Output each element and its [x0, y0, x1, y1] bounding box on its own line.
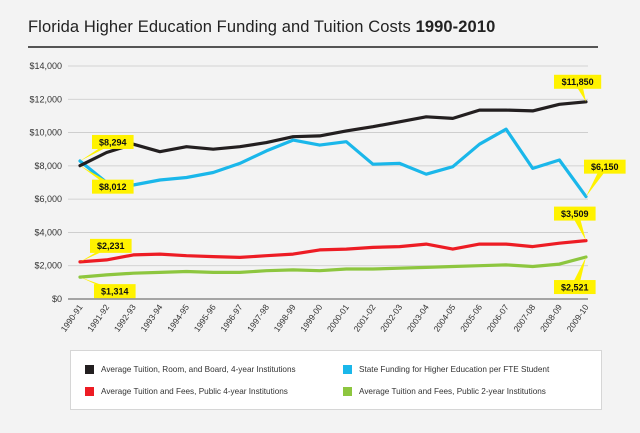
legend: Average Tuition, Room, and Board, 4-year…: [70, 350, 602, 410]
y-tick-label: $10,000: [29, 128, 62, 138]
callout-label: $1,314: [101, 286, 129, 296]
callout-box: [90, 238, 132, 253]
x-tick-label: 1997-98: [245, 302, 271, 334]
x-tick-label: 2009-10: [565, 302, 591, 334]
chart-title: Florida Higher Education Funding and Tui…: [28, 18, 495, 37]
callout-pointer: [586, 166, 609, 197]
callout-label: $6,150: [591, 162, 619, 172]
series-line: [78, 255, 588, 279]
x-tick-label: 1991-92: [85, 302, 111, 334]
x-tick-label: 2001-02: [351, 302, 377, 334]
x-tick-label: 1990-91: [59, 302, 85, 334]
y-tick-label: $12,000: [29, 94, 62, 104]
legend-swatch-public-2yr: [343, 387, 352, 396]
value-callout: $11,850: [554, 74, 602, 102]
x-tick-label: 2000-01: [325, 302, 351, 334]
value-callout: $1,314: [80, 277, 136, 299]
legend-item-public-2yr: Average Tuition and Fees, Public 2-year …: [343, 387, 546, 396]
callout-label: $2,231: [97, 241, 125, 251]
x-tick-label: 2006-07: [485, 302, 511, 334]
x-tick-label: 2004-05: [431, 302, 457, 334]
x-tick-label: 1996-97: [218, 302, 244, 334]
callout-pointer: [80, 141, 117, 161]
x-tick-label: 1992-93: [112, 302, 138, 334]
y-tick-label: $4,000: [34, 227, 62, 237]
legend-swatch-room-board: [85, 365, 94, 374]
x-tick-label: 2003-04: [405, 302, 431, 334]
legend-swatch-public-4yr: [85, 387, 94, 396]
callout-box: [584, 159, 626, 174]
value-callout: $2,521: [554, 257, 596, 295]
legend-item-state-funding: State Funding for Higher Education per F…: [343, 365, 549, 374]
y-tick-label: $2,000: [34, 261, 62, 271]
title-divider: [28, 46, 598, 48]
series-line: [78, 100, 588, 168]
callout-box: [554, 74, 602, 89]
x-tick-label: 2005-06: [458, 302, 484, 334]
callout-pointer: [80, 245, 115, 262]
legend-label-room-board: Average Tuition, Room, and Board, 4-year…: [101, 365, 296, 374]
value-callout: $8,294: [80, 134, 134, 161]
chart-title-years: 1990-2010: [415, 18, 496, 36]
x-tick-label: 2007-08: [511, 302, 537, 334]
y-tick-label: $8,000: [34, 161, 62, 171]
value-callout: $3,509: [554, 206, 596, 241]
callout-label: $8,294: [99, 137, 127, 147]
x-tick-label: 1999-00: [298, 302, 324, 334]
callout-box: [554, 206, 596, 221]
callout-box: [554, 280, 596, 295]
legend-label-state-funding: State Funding for Higher Education per F…: [359, 365, 550, 374]
y-tick-label: $0: [52, 294, 62, 304]
series-line: [78, 127, 588, 199]
value-callout: $2,231: [80, 238, 132, 262]
x-tick-label: 1994-95: [165, 302, 191, 334]
series-line: [78, 239, 588, 264]
callout-box: [94, 284, 136, 299]
y-tick-label: $14,000: [29, 61, 62, 71]
x-tick-label: 2008-09: [538, 302, 564, 334]
legend-item-public-4yr: Average Tuition and Fees, Public 4-year …: [85, 387, 288, 396]
callout-pointer: [570, 213, 586, 241]
callout-pointer: [570, 257, 586, 288]
legend-item-room-board: Average Tuition, Room, and Board, 4-year…: [85, 365, 296, 374]
x-tick-label: 1998-99: [272, 302, 298, 334]
value-callout: $8,012: [80, 165, 134, 194]
legend-label-public-2yr: Average Tuition and Fees, Public 2-year …: [359, 387, 546, 396]
callout-box: [92, 134, 134, 149]
y-tick-label: $6,000: [34, 194, 62, 204]
callout-pointer: [80, 165, 117, 187]
x-tick-label: 2002-03: [378, 302, 404, 334]
legend-swatch-state-funding: [343, 365, 352, 374]
callout-label: $11,850: [562, 77, 594, 87]
value-callout: $6,150: [584, 159, 626, 197]
x-tick-label: 1995-96: [192, 302, 218, 334]
callout-pointer: [573, 81, 586, 102]
callout-box: [92, 179, 134, 194]
chart-title-main: Florida Higher Education Funding and Tui…: [28, 18, 411, 36]
legend-label-public-4yr: Average Tuition and Fees, Public 4-year …: [101, 387, 288, 396]
callout-label: $8,012: [99, 182, 127, 192]
callout-label: $3,509: [561, 209, 589, 219]
callout-label: $2,521: [561, 282, 589, 292]
x-tick-label: 1993-94: [138, 302, 164, 334]
